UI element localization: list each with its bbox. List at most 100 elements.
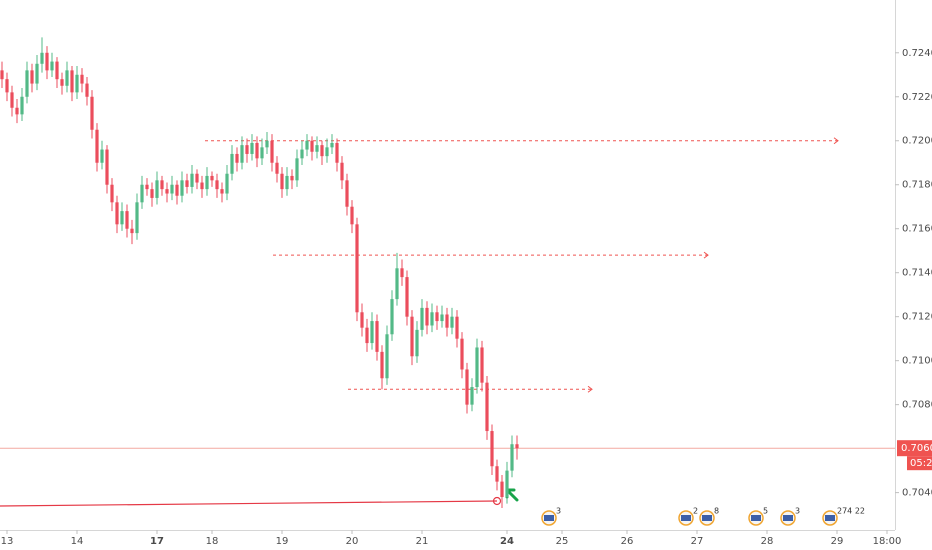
candle-body <box>430 312 434 326</box>
event-count: 3 <box>795 507 800 516</box>
candle-body <box>460 338 464 370</box>
candle-body <box>335 142 339 163</box>
x-tick-label: 29 <box>831 536 844 547</box>
candle-body <box>95 129 99 163</box>
candle-body <box>290 175 294 181</box>
candle-body <box>425 307 429 326</box>
candle-body <box>40 52 44 64</box>
candle-body <box>385 334 389 379</box>
last-price-box <box>897 440 932 457</box>
last-price-label: 0.70602 <box>901 443 932 454</box>
trend-line <box>0 500 498 507</box>
candle-body <box>345 180 349 207</box>
candle-body <box>220 189 224 194</box>
candle-body <box>250 142 254 154</box>
candle-body <box>390 299 394 335</box>
candle-body <box>140 184 144 203</box>
candle-body <box>5 79 9 93</box>
event-flag <box>544 515 554 521</box>
event-count: 274 22 <box>837 507 865 516</box>
candle-body <box>410 316 414 357</box>
candle-body <box>470 387 474 405</box>
candle-body <box>240 145 244 163</box>
candle-body <box>280 173 284 190</box>
candle-body <box>370 321 374 344</box>
candle-body <box>90 96 94 130</box>
candle-body <box>150 189 154 198</box>
candle-body <box>450 316 454 328</box>
candle-body <box>195 173 199 183</box>
candle-body <box>495 466 499 482</box>
candle-body <box>260 147 264 159</box>
candle-body <box>505 470 509 498</box>
x-tick-label: 17 <box>150 536 164 547</box>
candle-body <box>70 70 74 93</box>
level-arrow <box>703 251 709 259</box>
candle-body <box>420 307 424 330</box>
candle-body <box>465 369 469 405</box>
candle-body <box>330 142 334 148</box>
x-tick-label: 25 <box>556 536 569 547</box>
candle-body <box>255 142 259 159</box>
candle-body <box>125 211 129 229</box>
candle-body <box>265 140 269 148</box>
y-tick-label: 0.70800 <box>902 400 932 411</box>
candle-body <box>375 321 379 352</box>
candle-body <box>60 79 64 86</box>
candle-body <box>45 52 49 71</box>
candle-body <box>0 70 4 80</box>
event-count: 5 <box>763 507 768 516</box>
countdown-label: 05:20 <box>910 458 932 469</box>
y-tick-label: 0.71400 <box>902 268 932 279</box>
candle-body <box>415 329 419 357</box>
y-tick-label: 0.71600 <box>902 224 932 235</box>
x-tick-label: 18:00 <box>873 536 902 547</box>
event-count: 3 <box>556 507 561 516</box>
x-tick-label: 20 <box>346 536 359 547</box>
event-flag <box>681 515 691 521</box>
candle-body <box>30 70 34 84</box>
candle-body <box>170 184 174 194</box>
candle-body <box>185 180 189 187</box>
candle-body <box>20 96 24 115</box>
candle-body <box>435 312 439 322</box>
candle-body <box>480 347 484 383</box>
candle-body <box>85 83 89 97</box>
candle-body <box>245 145 249 154</box>
event-flag <box>783 515 793 521</box>
candle-body <box>55 61 59 80</box>
candle-body <box>510 444 514 471</box>
candle-body <box>35 63 39 84</box>
candle-body <box>160 180 164 190</box>
candle-body <box>305 140 309 150</box>
candle-body <box>100 149 104 163</box>
event-flag <box>825 515 835 521</box>
candle-body <box>190 173 194 187</box>
x-tick-label: 18 <box>206 536 219 547</box>
event-count: 8 <box>714 507 719 516</box>
candle-body <box>440 314 444 322</box>
candle-body <box>105 149 109 185</box>
candle-body <box>235 153 239 163</box>
y-tick-label: 0.71200 <box>902 312 932 323</box>
candle-body <box>485 382 489 432</box>
candle-body <box>230 153 234 174</box>
x-tick-label: 21 <box>416 536 429 547</box>
candle-body <box>275 162 279 174</box>
trend-anchor <box>492 496 502 506</box>
candle-body <box>365 327 369 344</box>
candle-body <box>10 92 14 108</box>
candle-body <box>380 351 384 379</box>
candle-body <box>50 61 54 71</box>
x-tick-label: 27 <box>691 536 704 547</box>
candle-body <box>355 224 359 313</box>
candle-body <box>320 145 324 157</box>
candle-body <box>145 184 149 190</box>
candle-body <box>180 180 184 196</box>
candle-body <box>475 347 479 388</box>
candle-body <box>490 431 494 467</box>
candle-body <box>175 184 179 196</box>
y-tick-label: 0.71800 <box>902 180 932 191</box>
